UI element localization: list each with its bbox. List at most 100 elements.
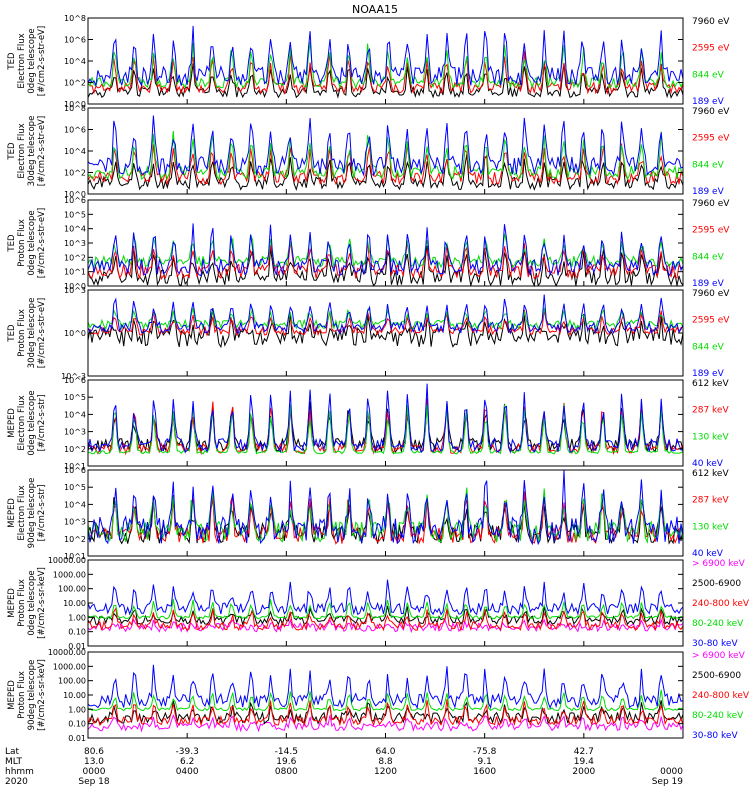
y-tick-label: 10^-3 (61, 372, 86, 381)
y-tick-label: 10000.00 (48, 556, 86, 565)
series-line-7-5 (87, 579, 684, 616)
y-tick-label: 10^0 (64, 282, 86, 291)
y-tick-label: 10^8 (64, 14, 86, 23)
x-tick-label: 42.7 (574, 747, 594, 757)
series-line-1-2 (87, 50, 684, 95)
panel-stack: 7960 eV 2595 eV 844 eV 189 eV 10^0 10^2 10^4 10… (7, 14, 750, 743)
y-axis-label-line: Electron Flux (17, 485, 27, 540)
legend-entry: 612 keV (692, 469, 729, 479)
x-tick-label: 0000 (660, 767, 683, 777)
y-tick-label: 10^3 (64, 286, 86, 295)
y-axis-label-line: 90deg telescope (27, 660, 37, 731)
y-axis-label-line: MEPED (7, 680, 17, 710)
y-tick-label: 10^0 (64, 190, 86, 199)
series-line-8-5 (87, 664, 684, 710)
x-tick-label: 0000 (83, 767, 106, 777)
panel-4: 7960 eV 2595 eV 844 eV 189 eV 10^-3 10^0 10^3 T… (7, 286, 730, 381)
y-tick-label: 10^3 (64, 518, 86, 527)
panel-2: 7960 eV 2595 eV 844 eV 189 eV 10^0 10^2 10^4 10… (7, 104, 730, 199)
legend-entry: 2595 eV (692, 316, 730, 326)
y-axis-label-line: TED (7, 324, 17, 343)
y-axis-label-line: [#/cm2-s-sr-keV] (37, 567, 47, 639)
y-tick-label: 10^5 (64, 483, 86, 492)
x-tick-label: Sep 19 (652, 777, 684, 787)
x-tick-label: 1600 (473, 767, 496, 777)
series-line-8-3 (87, 699, 684, 727)
series-line-4-4 (87, 294, 684, 335)
legend-entry: 189 eV (692, 369, 725, 379)
y-axis-label-line: Proton Flux (17, 309, 27, 357)
legend-entry: 612 keV (692, 379, 729, 389)
series-line-4-1 (87, 308, 684, 349)
legend-entry: 30-80 keV (692, 639, 738, 649)
legend-entry: 844 eV (692, 70, 725, 80)
legend-entry: 80-240 keV (692, 711, 744, 721)
y-tick-label: 100.00 (58, 585, 86, 594)
legend-entry: 240-800 keV (692, 599, 750, 609)
y-tick-label: 10^6 (64, 196, 86, 205)
y-axis-label-line: 30deg telescope (27, 116, 37, 187)
y-axis-label-line: Electron Flux (17, 33, 27, 88)
y-tick-label: 10^4 (64, 57, 86, 66)
series-line-7-3 (87, 607, 684, 632)
y-tick-label: 10^1 (64, 268, 86, 277)
y-axis-label-line: Electron Flux (17, 123, 27, 178)
y-tick-label: 10^5 (64, 210, 86, 219)
series-line-7-4 (87, 598, 684, 620)
y-tick-label: 10^6 (64, 376, 86, 385)
legend-entry: 40 keV (692, 459, 724, 469)
y-tick-label: 1000.00 (53, 662, 86, 671)
x-tick-label: Sep 18 (78, 777, 110, 787)
y-tick-label: 10^2 (64, 169, 86, 178)
legend-entry: 189 eV (692, 97, 725, 107)
legend-entry: 130 keV (692, 432, 729, 442)
y-tick-label: 10.00 (63, 691, 86, 700)
y-tick-label: 10^2 (64, 535, 86, 544)
series-line-8-1 (87, 714, 684, 733)
y-axis-label-line: [#/cm2-s-str-eV] (37, 26, 47, 96)
y-tick-label: 10^2 (64, 253, 86, 262)
series-line-8-4 (87, 689, 684, 712)
legend-entry: 130 keV (692, 522, 729, 532)
y-tick-label: 10^6 (64, 466, 86, 475)
legend-entry: 844 eV (692, 252, 725, 262)
series-line-8-2 (87, 700, 684, 725)
y-axis-label-line: [#/cm2-s-str-eV] (37, 208, 47, 278)
y-tick-label: 10^2 (64, 445, 86, 454)
y-tick-label: 10^2 (64, 79, 86, 88)
y-tick-label: 1000.00 (53, 570, 86, 579)
x-row-label: MLT (5, 757, 23, 767)
legend-entry: 189 eV (692, 187, 725, 197)
panel-6: 612 keV 287 keV 130 keV 40 keV 10^1 10^2 10^3 1… (7, 466, 729, 561)
series-line-1-4 (87, 25, 684, 88)
legend-entry: 2500-6900 (692, 579, 741, 589)
plot-title: NOAA15 (352, 3, 398, 16)
legend-entry: 189 eV (692, 279, 725, 289)
y-axis-label-line: 0deg telescope (27, 28, 37, 93)
x-tick-label: 19.6 (276, 757, 296, 767)
panel-5: 612 keV 287 keV 130 keV 40 keV 10^1 10^2 10^3 1… (7, 376, 729, 471)
legend-entry: 2595 eV (692, 226, 730, 236)
series-line-3-4 (87, 223, 684, 278)
y-axis-label-line: Proton Flux (17, 671, 27, 719)
y-tick-label: 10^0 (64, 329, 86, 338)
legend-entry: 7960 eV (692, 199, 730, 209)
legend-entry: 7960 eV (692, 17, 730, 27)
x-tick-label: 8.8 (378, 757, 393, 767)
x-tick-label: -39.3 (176, 747, 199, 757)
y-tick-label: 0.10 (68, 628, 86, 637)
y-axis-label-line: [#/cm2-s-str] (37, 485, 47, 542)
y-axis-label-line: [#/cm2-s-str] (37, 395, 47, 452)
y-axis-label-line: MEPED (7, 588, 17, 618)
y-axis-label-line: Electron Flux (17, 395, 27, 450)
y-tick-label: 10^6 (64, 36, 86, 45)
legend-entry: 844 eV (692, 342, 725, 352)
y-axis-label-line: [#/cm2-s-str-eV] (37, 116, 47, 186)
x-row-label: 2020 (5, 777, 28, 787)
y-axis-label-line: 0deg telescope (27, 390, 37, 455)
x-tick-label: 9.1 (478, 757, 492, 767)
y-tick-label: 10^6 (64, 126, 86, 135)
legend-entry: 80-240 keV (692, 619, 744, 629)
y-tick-label: 10000.00 (48, 648, 86, 657)
